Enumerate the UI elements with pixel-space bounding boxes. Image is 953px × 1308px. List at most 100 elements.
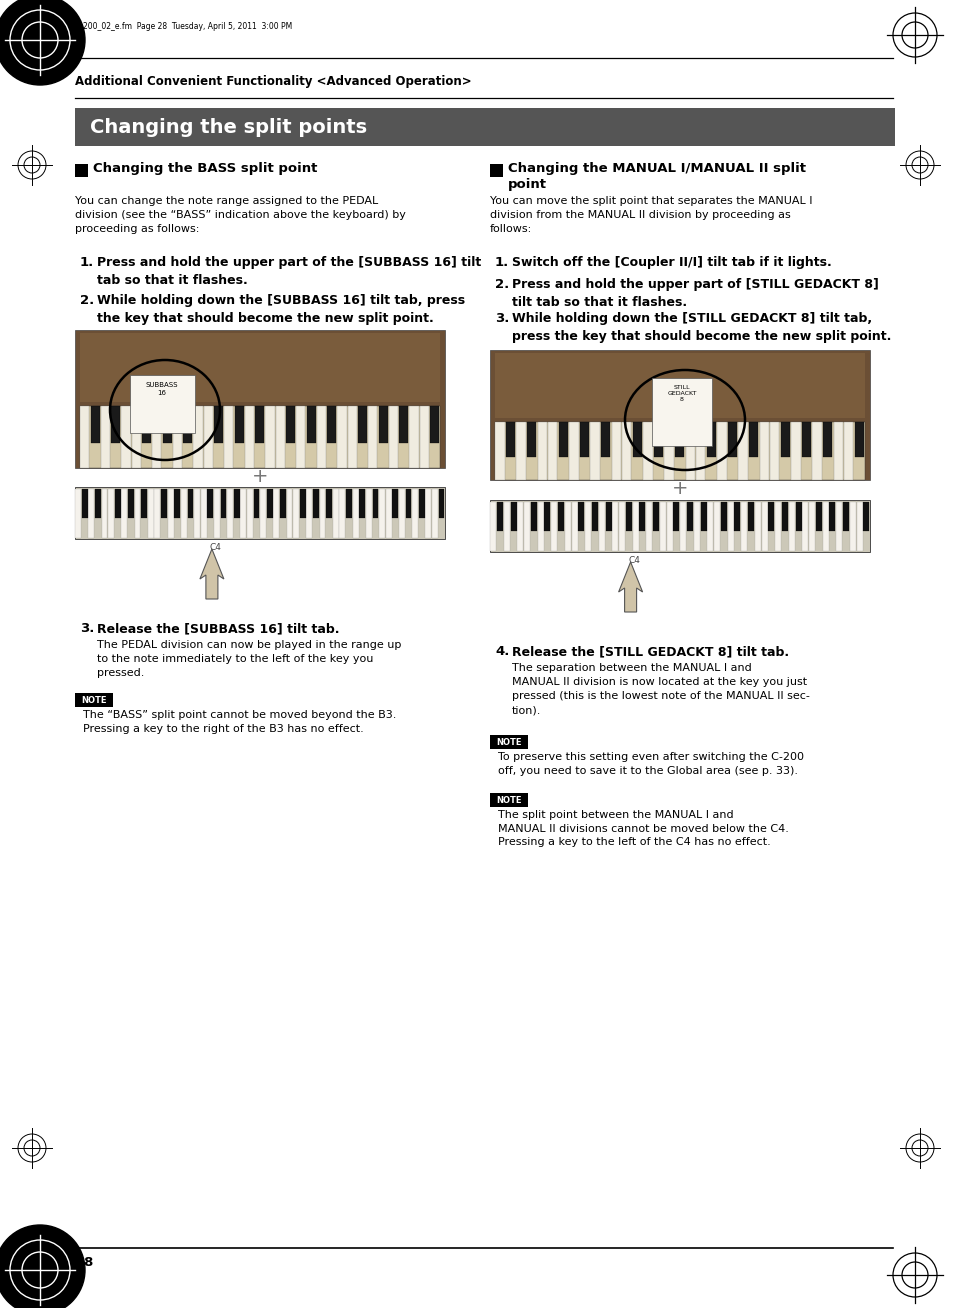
FancyBboxPatch shape xyxy=(240,489,246,539)
FancyBboxPatch shape xyxy=(780,421,789,456)
FancyBboxPatch shape xyxy=(121,405,131,468)
FancyBboxPatch shape xyxy=(132,405,141,468)
FancyBboxPatch shape xyxy=(769,421,779,480)
FancyBboxPatch shape xyxy=(605,502,611,531)
FancyBboxPatch shape xyxy=(642,421,652,480)
Text: The PEDAL division can now be played in the range up
to the note immediately to : The PEDAL division can now be played in … xyxy=(97,640,401,678)
FancyBboxPatch shape xyxy=(579,421,589,456)
FancyBboxPatch shape xyxy=(706,502,713,552)
FancyBboxPatch shape xyxy=(316,405,326,468)
FancyBboxPatch shape xyxy=(378,405,387,443)
FancyBboxPatch shape xyxy=(134,489,140,539)
FancyBboxPatch shape xyxy=(571,502,577,552)
FancyBboxPatch shape xyxy=(286,489,293,539)
FancyBboxPatch shape xyxy=(114,489,120,518)
FancyBboxPatch shape xyxy=(121,489,127,539)
Text: C4: C4 xyxy=(210,543,221,552)
FancyBboxPatch shape xyxy=(836,502,841,552)
FancyBboxPatch shape xyxy=(720,502,726,531)
FancyBboxPatch shape xyxy=(490,793,527,807)
FancyBboxPatch shape xyxy=(686,502,692,531)
FancyBboxPatch shape xyxy=(357,405,367,443)
Text: To preserve this setting even after switching the C-200
off, you need to save it: To preserve this setting even after swit… xyxy=(497,752,803,776)
Text: While holding down the [SUBBASS 16] tilt tab, press
the key that should become t: While holding down the [SUBBASS 16] tilt… xyxy=(97,294,465,324)
FancyBboxPatch shape xyxy=(405,489,411,518)
FancyBboxPatch shape xyxy=(267,489,273,518)
Text: 4.: 4. xyxy=(495,645,509,658)
FancyBboxPatch shape xyxy=(666,502,672,552)
FancyBboxPatch shape xyxy=(843,421,853,480)
FancyBboxPatch shape xyxy=(200,489,207,539)
FancyBboxPatch shape xyxy=(490,502,496,552)
FancyBboxPatch shape xyxy=(327,405,335,443)
FancyBboxPatch shape xyxy=(734,502,740,531)
FancyBboxPatch shape xyxy=(224,405,233,468)
FancyBboxPatch shape xyxy=(438,489,444,518)
FancyBboxPatch shape xyxy=(181,489,187,539)
FancyBboxPatch shape xyxy=(551,502,557,552)
FancyBboxPatch shape xyxy=(740,502,746,552)
FancyBboxPatch shape xyxy=(348,405,356,468)
Text: 2.: 2. xyxy=(495,279,509,290)
FancyBboxPatch shape xyxy=(213,489,219,539)
FancyBboxPatch shape xyxy=(286,405,294,443)
FancyBboxPatch shape xyxy=(490,351,869,480)
FancyBboxPatch shape xyxy=(516,421,525,480)
FancyBboxPatch shape xyxy=(75,109,894,146)
FancyBboxPatch shape xyxy=(790,421,800,480)
FancyBboxPatch shape xyxy=(639,502,645,531)
FancyBboxPatch shape xyxy=(833,421,842,480)
FancyBboxPatch shape xyxy=(389,405,397,468)
FancyBboxPatch shape xyxy=(781,502,787,531)
Text: While holding down the [STILL GEDACKT 8] tilt tab,
press the key that should bec: While holding down the [STILL GEDACKT 8]… xyxy=(512,313,890,343)
FancyBboxPatch shape xyxy=(727,502,733,552)
FancyBboxPatch shape xyxy=(337,405,346,468)
FancyBboxPatch shape xyxy=(651,378,711,446)
Text: The split point between the MANUAL I and
MANUAL II divisions cannot be moved bel: The split point between the MANUAL I and… xyxy=(497,810,788,848)
FancyBboxPatch shape xyxy=(760,502,767,552)
FancyBboxPatch shape xyxy=(274,489,279,539)
FancyBboxPatch shape xyxy=(544,502,550,531)
FancyBboxPatch shape xyxy=(162,405,172,443)
Polygon shape xyxy=(200,549,224,599)
Text: You can move the split point that separates the MANUAL I
division from the MANUA: You can move the split point that separa… xyxy=(490,196,812,234)
FancyBboxPatch shape xyxy=(148,489,153,539)
FancyBboxPatch shape xyxy=(319,489,325,539)
FancyBboxPatch shape xyxy=(747,502,753,531)
FancyBboxPatch shape xyxy=(425,489,431,539)
FancyBboxPatch shape xyxy=(632,421,641,456)
FancyBboxPatch shape xyxy=(632,502,638,552)
FancyBboxPatch shape xyxy=(862,502,868,531)
Text: C4: C4 xyxy=(628,556,639,565)
FancyBboxPatch shape xyxy=(531,502,537,531)
FancyBboxPatch shape xyxy=(592,502,598,531)
FancyBboxPatch shape xyxy=(748,421,758,456)
FancyBboxPatch shape xyxy=(299,489,305,518)
FancyBboxPatch shape xyxy=(600,421,610,456)
FancyBboxPatch shape xyxy=(801,421,810,456)
FancyBboxPatch shape xyxy=(418,489,424,518)
FancyBboxPatch shape xyxy=(717,421,726,480)
FancyBboxPatch shape xyxy=(663,421,673,480)
Text: 3.: 3. xyxy=(80,623,94,634)
FancyBboxPatch shape xyxy=(112,405,120,443)
FancyBboxPatch shape xyxy=(75,489,81,539)
FancyBboxPatch shape xyxy=(584,502,591,552)
FancyBboxPatch shape xyxy=(822,421,831,456)
FancyBboxPatch shape xyxy=(95,489,101,518)
FancyBboxPatch shape xyxy=(346,489,352,518)
FancyBboxPatch shape xyxy=(359,489,365,518)
FancyBboxPatch shape xyxy=(372,489,378,518)
FancyBboxPatch shape xyxy=(828,502,835,531)
Text: The separation between the MANUAL I and
MANUAL II division is now located at the: The separation between the MANUAL I and … xyxy=(512,663,809,715)
Text: 28: 28 xyxy=(75,1256,93,1269)
Polygon shape xyxy=(618,562,642,612)
FancyBboxPatch shape xyxy=(75,487,444,539)
Text: SUBBASS
16: SUBBASS 16 xyxy=(146,382,178,395)
Text: Release the [SUBBASS 16] tilt tab.: Release the [SUBBASS 16] tilt tab. xyxy=(97,623,339,634)
FancyBboxPatch shape xyxy=(306,489,312,539)
FancyBboxPatch shape xyxy=(815,502,821,531)
FancyBboxPatch shape xyxy=(490,500,869,552)
Text: Changing the MANUAL I/MANUAL II split: Changing the MANUAL I/MANUAL II split xyxy=(507,162,805,175)
Text: NOTE: NOTE xyxy=(81,696,107,705)
